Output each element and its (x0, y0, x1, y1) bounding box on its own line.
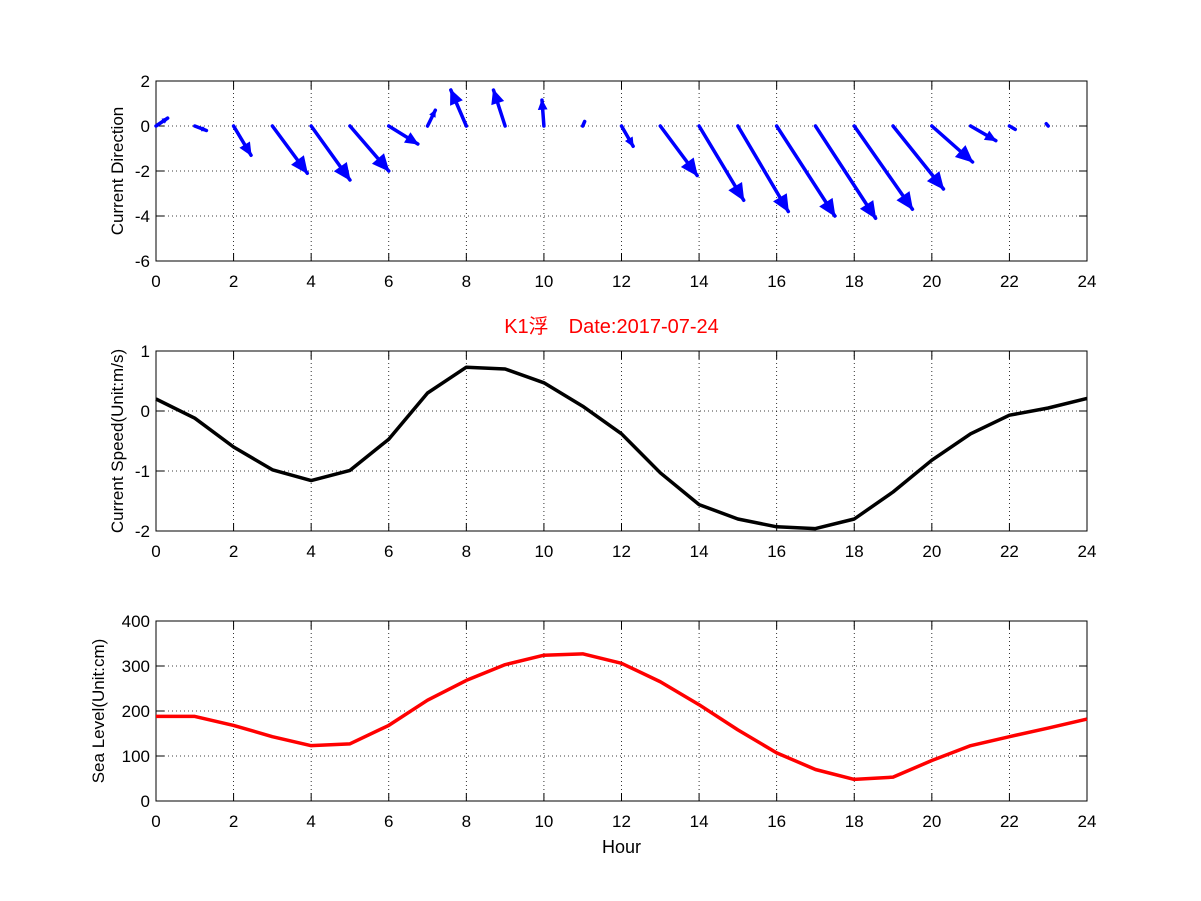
x-tick-label: 10 (534, 272, 553, 291)
x-tick-label: 6 (384, 812, 393, 831)
current-vector (449, 88, 469, 128)
current-vector (930, 124, 975, 164)
x-tick-label: 6 (384, 272, 393, 291)
current-vector (537, 98, 548, 128)
y-tick-label: 200 (122, 702, 150, 721)
x-tick-label: 24 (1078, 542, 1097, 561)
current-vector (968, 124, 998, 143)
current-vector (231, 124, 253, 157)
current-vector (193, 124, 209, 133)
x-tick-label: 18 (845, 812, 864, 831)
current-vector (491, 88, 507, 128)
current-vector (348, 124, 391, 173)
plot-area (156, 351, 1087, 531)
x-tick-label: 12 (612, 812, 631, 831)
x-tick-label: 16 (767, 272, 786, 291)
x-tick-label: 4 (306, 542, 315, 561)
x-tick-label: 8 (462, 812, 471, 831)
series-line (156, 652, 1088, 782)
x-tick-label: 18 (845, 272, 864, 291)
current-vector (1044, 122, 1050, 128)
y-tick-label: 400 (122, 612, 150, 631)
current-vector (774, 124, 837, 218)
x-tick-label: 24 (1078, 812, 1097, 831)
current-vector (658, 124, 699, 178)
y-tick-label: -6 (135, 252, 150, 271)
current-vector (1007, 124, 1017, 132)
current-vector (736, 124, 791, 214)
x-tick-label: 0 (151, 812, 160, 831)
x-tick-label: 24 (1078, 272, 1097, 291)
x-tick-label: 10 (534, 542, 553, 561)
current-vector (425, 108, 438, 128)
y-tick-label: -2 (135, 522, 150, 541)
x-tick-label: 22 (1000, 812, 1019, 831)
y-axis-label: Current Speed(Unit:m/s) (108, 349, 127, 533)
chart-title: K1浮 Date:2017-07-24 (504, 315, 719, 338)
y-axis-label: Sea Level(Unit:cm) (89, 639, 108, 784)
current-vector (387, 124, 420, 146)
current-vector (891, 124, 946, 191)
x-tick-label: 4 (306, 272, 315, 291)
x-tick-label: 16 (767, 812, 786, 831)
current-vector (154, 116, 170, 128)
x-tick-label: 4 (306, 812, 315, 831)
x-axis-label: Hour (602, 837, 641, 857)
series-line (155, 365, 1088, 531)
y-axis-label: Current Direction (108, 107, 127, 236)
current-vector (270, 124, 310, 175)
x-tick-label: 12 (612, 542, 631, 561)
x-tick-label: 2 (229, 272, 238, 291)
x-tick-label: 14 (690, 272, 709, 291)
y-tick-label: 300 (122, 657, 150, 676)
x-tick-label: 16 (767, 542, 786, 561)
y-tick-label: -1 (135, 462, 150, 481)
y-tick-label: -2 (135, 162, 150, 181)
current-vector (852, 124, 915, 211)
y-tick-label: 100 (122, 747, 150, 766)
x-tick-label: 14 (690, 812, 709, 831)
current-vector (309, 124, 352, 182)
y-tick-label: -4 (135, 207, 150, 226)
current-vector (619, 124, 635, 148)
x-tick-label: 20 (922, 812, 941, 831)
current-vector (580, 119, 587, 128)
x-tick-label: 22 (1000, 542, 1019, 561)
y-tick-label: 1 (141, 342, 150, 361)
x-tick-label: 2 (229, 542, 238, 561)
x-tick-label: 12 (612, 272, 631, 291)
current-vector (697, 124, 746, 202)
x-tick-label: 20 (922, 272, 941, 291)
x-tick-label: 10 (534, 812, 553, 831)
y-tick-label: 0 (141, 792, 150, 811)
plot-area (156, 621, 1087, 801)
x-tick-label: 2 (229, 812, 238, 831)
x-tick-label: 6 (384, 542, 393, 561)
y-tick-label: 0 (141, 117, 150, 136)
plot-area (156, 81, 1087, 261)
x-tick-label: 8 (462, 542, 471, 561)
x-tick-label: 0 (151, 542, 160, 561)
x-tick-label: 20 (922, 542, 941, 561)
current-vector (813, 124, 878, 220)
x-tick-label: 8 (462, 272, 471, 291)
x-tick-label: 18 (845, 542, 864, 561)
y-tick-label: 2 (141, 72, 150, 91)
y-tick-label: 0 (141, 402, 150, 421)
x-tick-label: 0 (151, 272, 160, 291)
x-tick-label: 22 (1000, 272, 1019, 291)
x-tick-label: 14 (690, 542, 709, 561)
